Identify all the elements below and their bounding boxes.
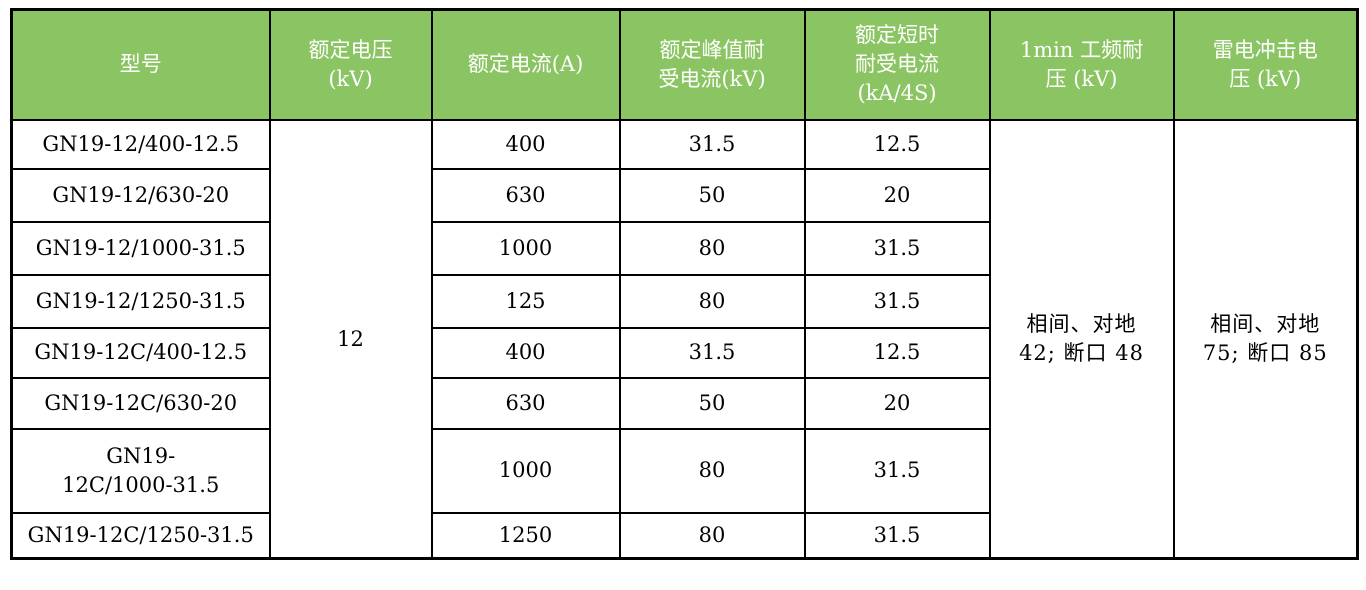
cell-peak-current: 31.5 (618, 118, 806, 170)
cell-short-time-current: 20 (803, 167, 991, 223)
cell-model: GN19-12C/630-20 (10, 376, 271, 430)
cell-short-time-current: 31.5 (803, 427, 991, 514)
cell-model: GN19-12/1250-31.5 (10, 273, 271, 329)
cell-short-time-current: 12.5 (803, 118, 991, 170)
col-header-model: 型号 (10, 8, 271, 121)
table-row: GN19-12C/400-12.5 400 31.5 12.5 (10, 326, 1358, 379)
cell-short-time-current: 31.5 (803, 220, 991, 276)
table-row: GN19-12/1000-31.5 1000 80 31.5 (10, 220, 1358, 276)
cell-rated-current: 125 (430, 273, 621, 329)
cell-lightning-impulse-merged: 相间、对地 75; 断口 85 (1172, 118, 1359, 560)
cell-model: GN19-12C/1250-31.5 (10, 511, 271, 560)
table-row: GN19-12/630-20 630 50 20 (10, 167, 1358, 223)
cell-peak-current: 50 (618, 167, 806, 223)
cell-rated-current: 630 (430, 376, 621, 430)
cell-rated-voltage-merged: 12 (268, 118, 433, 560)
cell-rated-current: 400 (430, 326, 621, 379)
cell-model: GN19-12/1000-31.5 (10, 220, 271, 276)
cell-short-time-current: 12.5 (803, 326, 991, 379)
cell-rated-current: 1000 (430, 220, 621, 276)
table-row: GN19- 12C/1000-31.5 1000 80 31.5 (10, 427, 1358, 514)
cell-rated-current: 1000 (430, 427, 621, 514)
cell-short-time-current: 31.5 (803, 273, 991, 329)
cell-peak-current: 80 (618, 511, 806, 560)
cell-rated-current: 630 (430, 167, 621, 223)
table-row: GN19-12C/1250-31.5 1250 80 31.5 (10, 511, 1358, 560)
cell-short-time-current: 31.5 (803, 511, 991, 560)
cell-peak-current: 80 (618, 220, 806, 276)
col-header-short-time-withstand-current: 额定短时 耐受电流 (kA/4S) (803, 8, 991, 121)
cell-model: GN19-12/400-12.5 (10, 118, 271, 170)
table-row: GN19-12/1250-31.5 125 80 31.5 (10, 273, 1358, 329)
col-header-lightning-impulse-voltage: 雷电冲击电 压 (kV) (1172, 8, 1359, 121)
cell-peak-current: 50 (618, 376, 806, 430)
cell-short-time-current: 20 (803, 376, 991, 430)
cell-rated-current: 1250 (430, 511, 621, 560)
cell-peak-current: 31.5 (618, 326, 806, 379)
cell-model: GN19- 12C/1000-31.5 (10, 427, 271, 514)
col-header-rated-current: 额定电流(A) (430, 8, 621, 121)
cell-rated-current: 400 (430, 118, 621, 170)
cell-model: GN19-12/630-20 (10, 167, 271, 223)
cell-peak-current: 80 (618, 273, 806, 329)
col-header-rated-voltage: 额定电压 (kV) (268, 8, 433, 121)
cell-peak-current: 80 (618, 427, 806, 514)
table-row: GN19-12/400-12.5 12 400 31.5 12.5 相间、对地 … (10, 118, 1359, 560)
col-header-peak-withstand-current: 额定峰值耐 受电流(kV) (618, 8, 806, 121)
cell-power-freq-withstand-merged: 相间、对地 42; 断口 48 (988, 118, 1175, 560)
col-header-power-frequency-withstand-voltage: 1min 工频耐 压 (kV) (988, 8, 1175, 121)
header-row: 型号 额定电压 (kV) 额定电流(A) 额定峰值耐 受电流(kV) 额定短时 … (10, 8, 1359, 121)
table-row: GN19-12C/630-20 630 50 20 (10, 376, 1358, 430)
spec-table: 型号 额定电压 (kV) 额定电流(A) 额定峰值耐 受电流(kV) 额定短时 … (10, 8, 1359, 560)
cell-model: GN19-12C/400-12.5 (10, 326, 271, 379)
spec-table-container: 型号 额定电压 (kV) 额定电流(A) 额定峰值耐 受电流(kV) 额定短时 … (10, 8, 1359, 560)
